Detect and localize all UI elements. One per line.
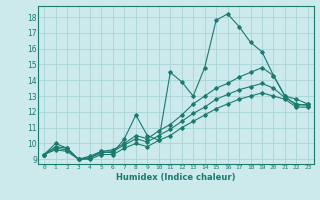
X-axis label: Humidex (Indice chaleur): Humidex (Indice chaleur) bbox=[116, 173, 236, 182]
